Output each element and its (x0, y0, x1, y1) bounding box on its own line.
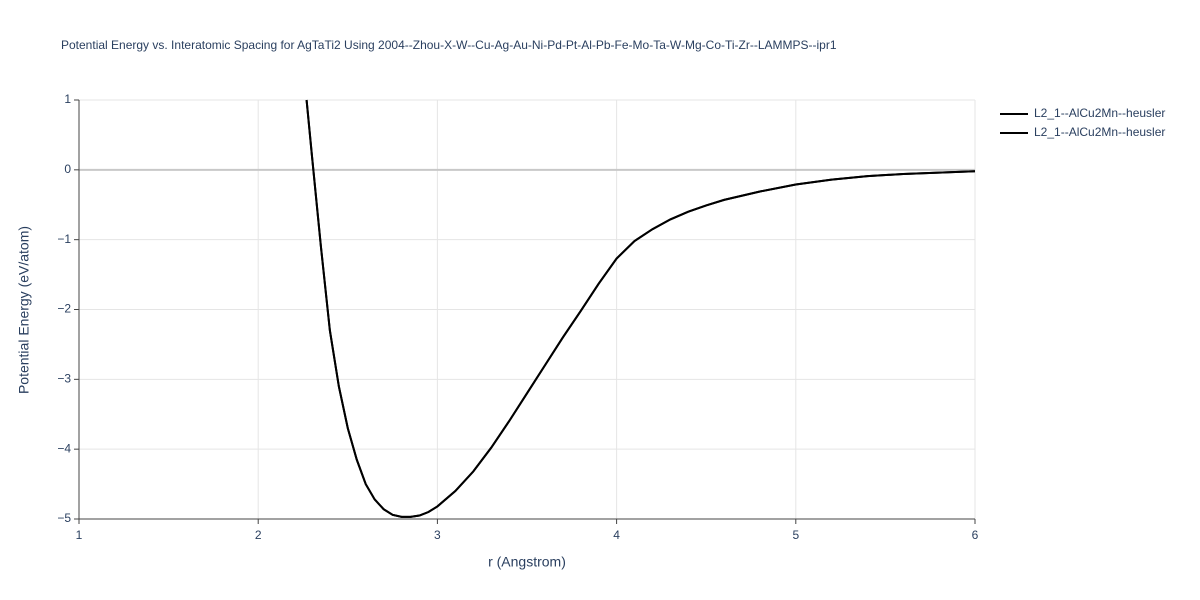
legend-label: L2_1--AlCu2Mn--heusler (1034, 106, 1165, 120)
x-tick-label: 2 (255, 528, 262, 542)
y-axis-title: Potential Energy (eV/atom) (16, 226, 32, 394)
data-line (305, 99, 975, 518)
x-tick-label: 1 (76, 528, 83, 542)
x-tick-label: 6 (972, 528, 979, 542)
y-tick-label: 0 (64, 162, 71, 176)
chart-title: Potential Energy vs. Interatomic Spacing… (61, 38, 837, 52)
x-axis-title: r (Angstrom) (488, 554, 566, 570)
x-tick-label: 5 (792, 528, 799, 542)
y-tick-label: 1 (64, 92, 71, 106)
y-tick-label: −4 (57, 441, 71, 455)
x-tick-label: 4 (613, 528, 620, 542)
data-line (305, 99, 975, 518)
y-tick-label: −2 (57, 302, 71, 316)
y-tick-label: −3 (57, 372, 71, 386)
legend-label: L2_1--AlCu2Mn--heusler (1034, 125, 1165, 139)
y-tick-label: −5 (57, 511, 71, 525)
x-tick-label: 3 (434, 528, 441, 542)
y-tick-label: −1 (57, 232, 71, 246)
